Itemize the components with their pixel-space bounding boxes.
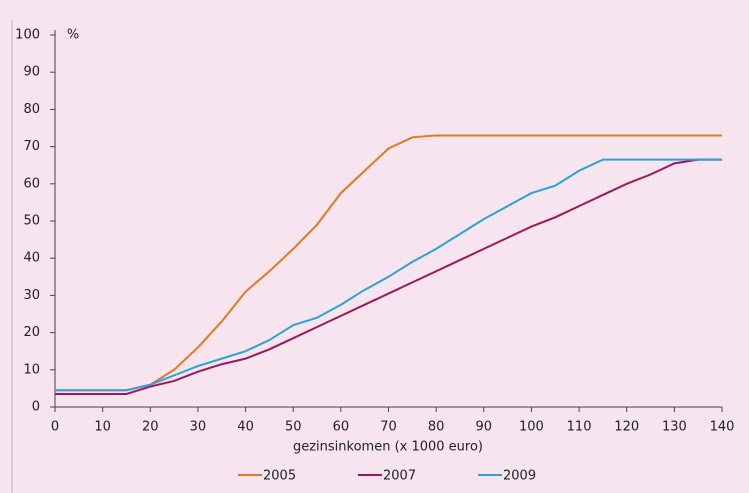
series-line	[55, 158, 722, 392]
x-tick-label: 120	[614, 420, 639, 435]
x-tick-label: 90	[476, 420, 493, 435]
x-axis-label: gezinsinkomen (x 1000 euro)	[293, 440, 483, 455]
series-line	[55, 158, 722, 395]
legend-label: 2009	[503, 469, 536, 484]
x-tick-label: 40	[237, 420, 254, 435]
x-tick-label: 60	[333, 420, 350, 435]
x-tick-label: 50	[285, 420, 302, 435]
y-tick-label: 70	[23, 139, 40, 154]
y-tick-label: 90	[23, 65, 40, 80]
y-tick-label: 30	[23, 288, 40, 303]
x-tick-label: 20	[142, 420, 159, 435]
y-tick-label: 80	[23, 102, 40, 117]
y-tick-label: 10	[23, 362, 40, 377]
x-tick-label: 130	[662, 420, 687, 435]
x-tick-label: 30	[190, 420, 207, 435]
y-tick-label: 100	[15, 28, 40, 43]
x-tick-label: 110	[567, 420, 592, 435]
x-tick-label: 80	[428, 420, 445, 435]
x-tick-label: 10	[94, 420, 111, 435]
legend-label: 2005	[263, 469, 296, 484]
series-line	[55, 134, 722, 392]
x-tick-label: 100	[519, 420, 544, 435]
y-tick-label: 0	[32, 400, 40, 415]
legend-label: 2007	[383, 469, 416, 484]
y-tick-label: 50	[23, 214, 40, 229]
y-tick-label: 60	[23, 176, 40, 191]
y-tick-label: 20	[23, 325, 40, 340]
y-axis-label: %	[67, 28, 79, 43]
y-tick-label: 40	[23, 251, 40, 266]
x-tick-label: 70	[380, 420, 397, 435]
x-tick-label: 0	[51, 420, 59, 435]
x-tick-label: 140	[710, 420, 735, 435]
